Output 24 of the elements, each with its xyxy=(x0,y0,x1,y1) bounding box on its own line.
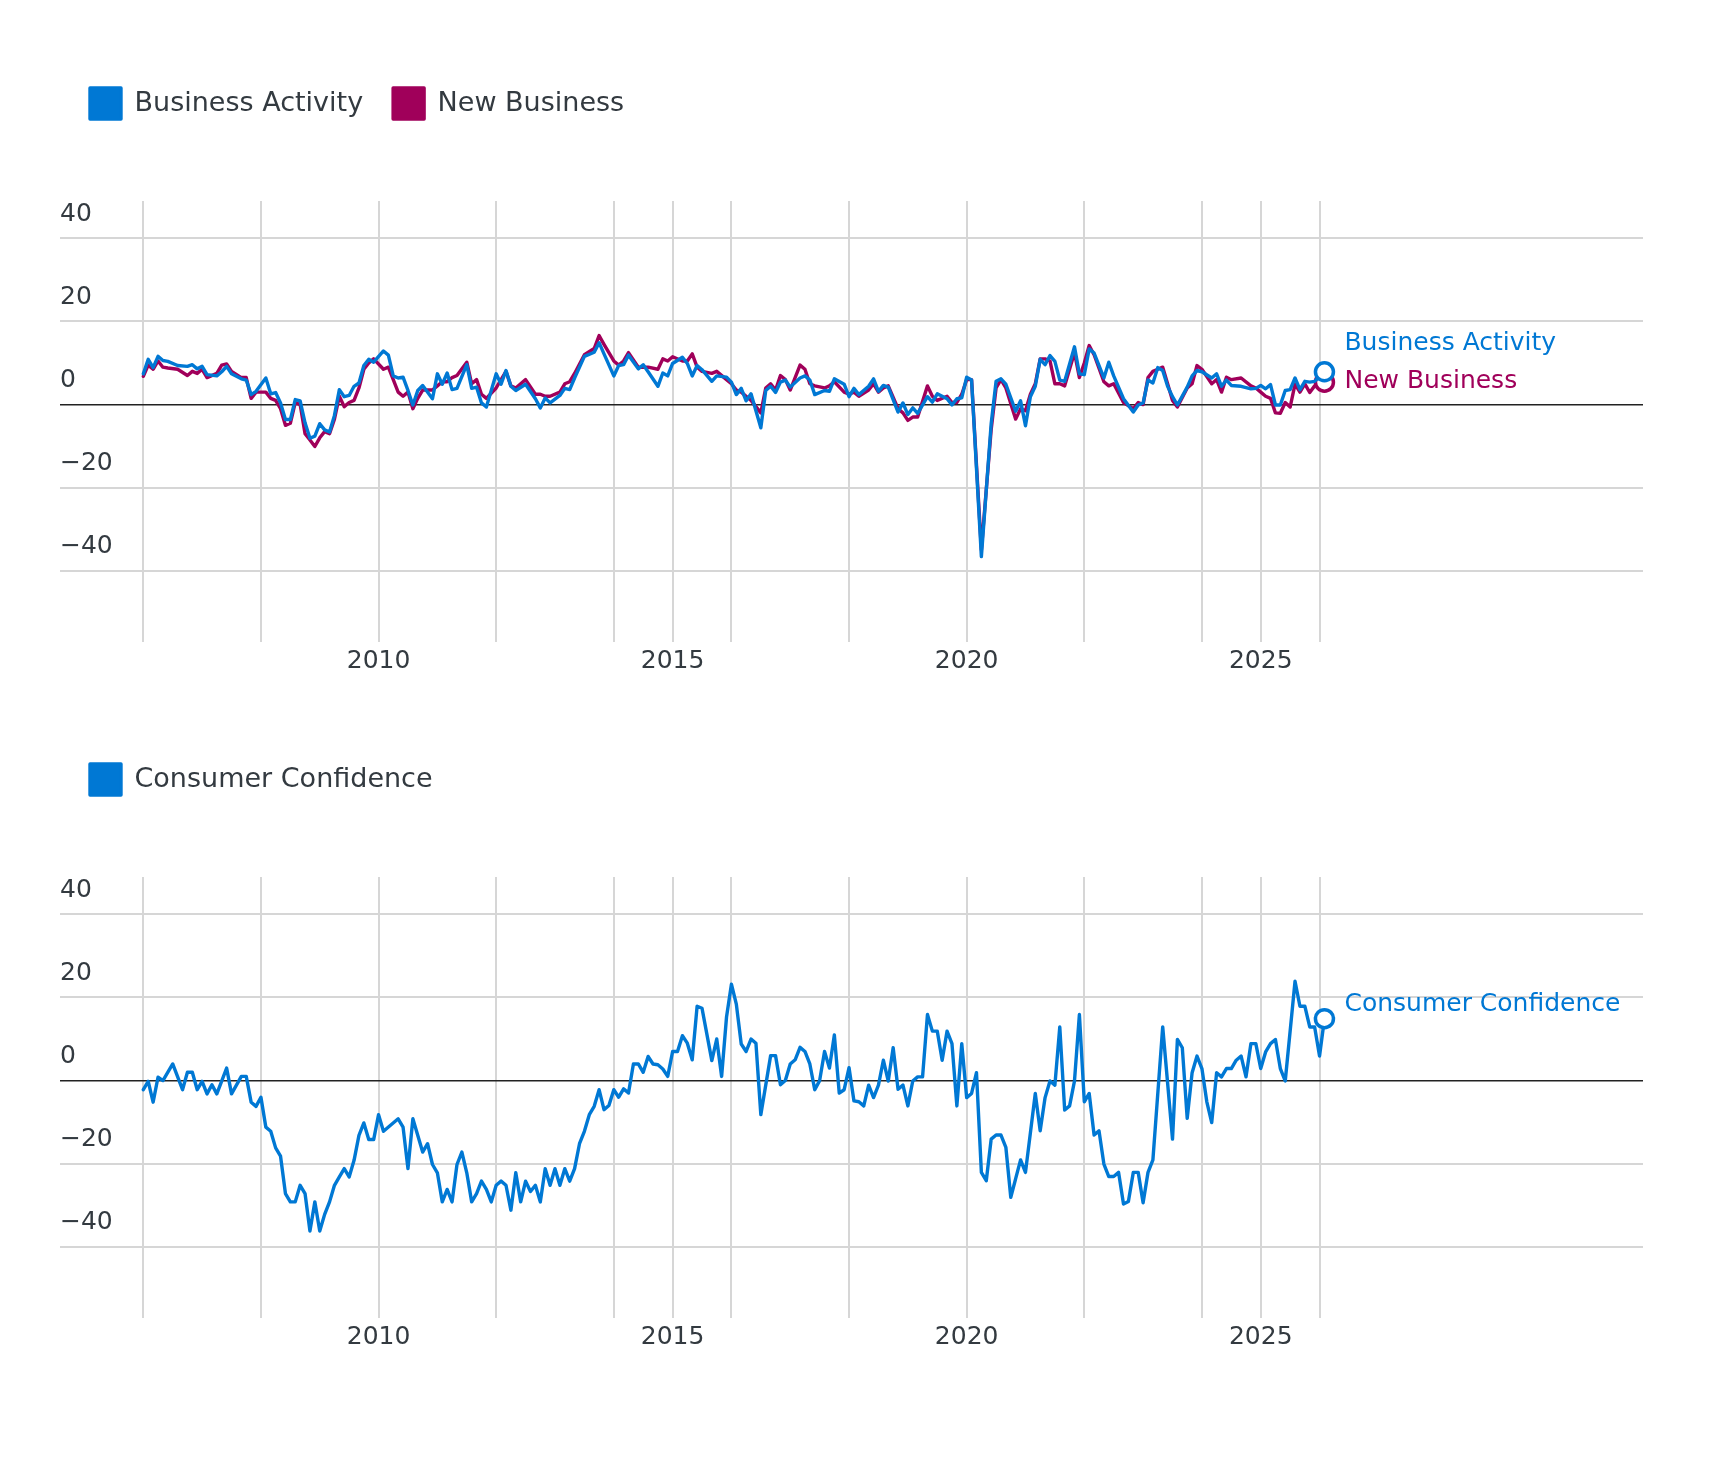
text: Consumer Confidence xyxy=(1344,988,1621,1018)
x-tick-label: 2020 xyxy=(934,644,999,674)
y-tick-label: 20 xyxy=(60,956,92,986)
x-tick-label: 2015 xyxy=(640,1320,705,1350)
y-tick-label: 0 xyxy=(60,364,76,394)
legend-label: New Business xyxy=(437,85,625,117)
y-tick-label: −40 xyxy=(60,530,113,560)
y-tick-label: 40 xyxy=(60,873,92,903)
x-tick-label: 2025 xyxy=(1228,644,1293,674)
legend-label: Business Activity xyxy=(134,85,364,117)
legend-label: Consumer Confidence xyxy=(134,761,433,793)
y-tick-label: −20 xyxy=(60,447,113,477)
x-tick-label: 2010 xyxy=(346,644,411,674)
y-tick-label: 0 xyxy=(60,1040,76,1070)
x-tick-label: 2025 xyxy=(1228,1320,1293,1350)
text: Business Activity xyxy=(1344,327,1557,357)
text: New Business xyxy=(1344,365,1518,395)
y-tick-label: 20 xyxy=(60,280,92,310)
x-tick-label: 2010 xyxy=(346,1320,411,1350)
y-tick-label: 40 xyxy=(60,197,92,227)
y-tick-label: −20 xyxy=(60,1123,113,1153)
x-tick-label: 2020 xyxy=(934,1320,999,1350)
x-tick-label: 2015 xyxy=(640,644,705,674)
y-tick-label: −40 xyxy=(60,1206,113,1236)
